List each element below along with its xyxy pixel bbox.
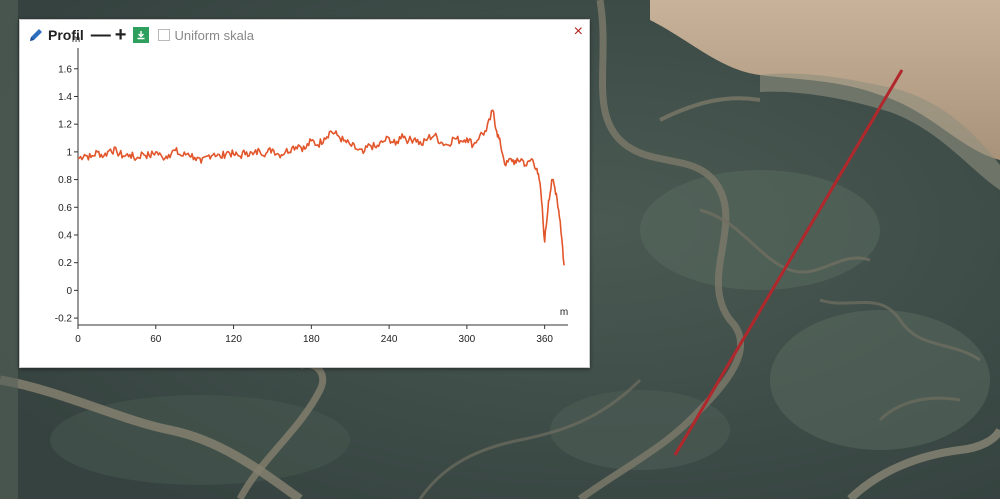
y-tick-label: 0 <box>66 286 72 297</box>
profile-series-line <box>77 109 565 266</box>
profile-track-line <box>673 69 904 456</box>
x-tick-label: 180 <box>303 334 320 345</box>
uniform-scale-label[interactable]: Uniform skala <box>174 27 254 43</box>
x-tick-label: 240 <box>381 334 398 345</box>
y-tick-label: 1.2 <box>58 120 72 131</box>
close-icon[interactable]: × <box>573 23 583 40</box>
profile-toolbar: Profil — + Uniform skala <box>28 25 254 45</box>
zoom-in-button[interactable]: + <box>114 24 127 46</box>
profile-chart: -0.200.20.40.60.811.21.41.60 60 120 180 240 3… <box>55 34 568 345</box>
panel-title: Profil <box>48 27 84 43</box>
zoom-out-button[interactable]: — <box>90 24 111 46</box>
y-tick-label: 0.8 <box>58 175 72 186</box>
edit-button[interactable] <box>28 27 48 43</box>
download-button[interactable] <box>133 27 150 43</box>
chart-axes <box>77 48 568 326</box>
y-tick-label: 1.6 <box>58 64 72 75</box>
y-tick-label: 0.6 <box>58 203 72 214</box>
x-tick-label: 0 <box>75 334 81 345</box>
x-tick-label: 360 <box>536 334 553 345</box>
download-icon <box>137 31 145 40</box>
x-tick-label: 300 <box>459 334 476 345</box>
chart-ticks: -0.200.20.40.60.811.21.41.60 60 120 180 240 3… <box>55 34 568 345</box>
y-tick-label: 1 <box>66 147 72 158</box>
y-tick-label: -0.2 <box>55 314 73 325</box>
y-tick-label: 1.4 <box>58 92 72 103</box>
y-axis-unit-label: m <box>72 34 80 45</box>
uniform-scale-checkbox[interactable] <box>158 29 171 41</box>
profile-panel: -0.2 0 0.2 0.4 0.6 0.8 1 1.2 1.4 1.6 0 60 120 180 240 3… <box>19 19 590 368</box>
y-tick-label: 0.4 <box>58 230 72 241</box>
y-tick-label: 0.2 <box>58 258 72 269</box>
x-axis-unit-label: m <box>560 307 568 318</box>
pencil-icon <box>30 29 42 41</box>
x-tick-label: 60 <box>150 334 162 345</box>
x-tick-label: 120 <box>225 334 242 345</box>
